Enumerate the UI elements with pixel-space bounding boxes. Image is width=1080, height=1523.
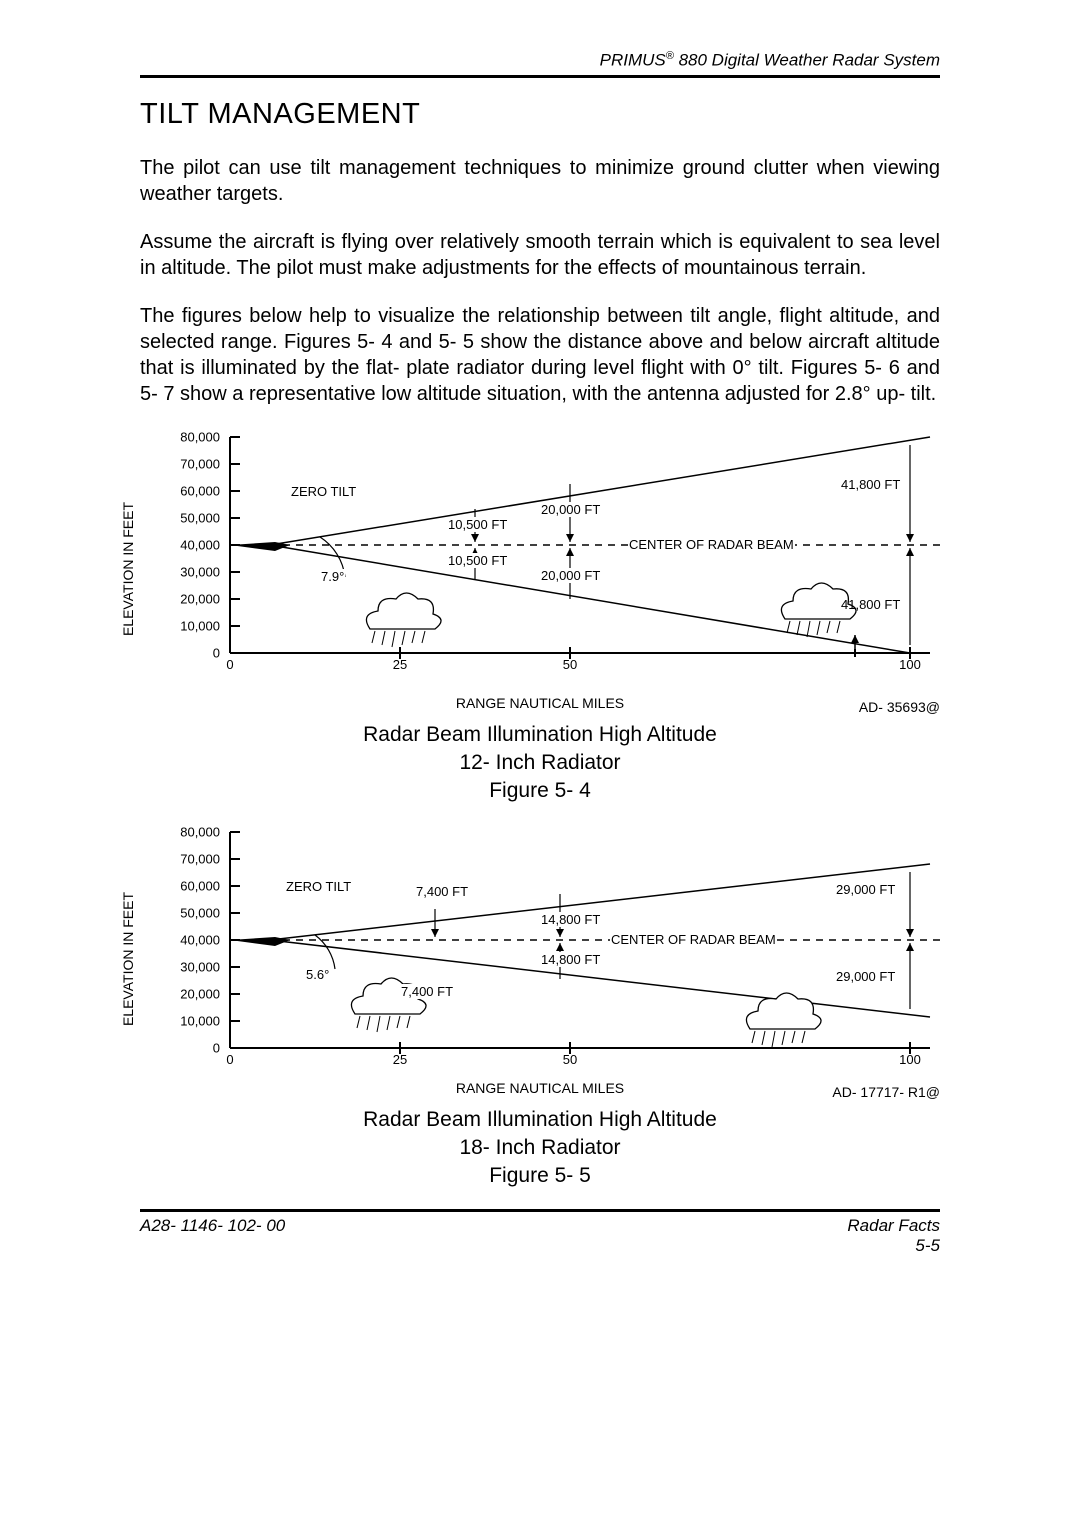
fig55-angle: 5.6°: [305, 967, 330, 982]
footer-page: 5-5: [847, 1236, 940, 1256]
figure-5-4: ELEVATION IN FEET 80,000 70,000 60,000 5…: [140, 429, 940, 709]
section-title: TILT MANAGEMENT: [140, 98, 940, 131]
fig54-ft-far-b: 41,800 FT: [840, 597, 901, 612]
figure-5-5: ELEVATION IN FEET 80,000 70,000 60,000 5…: [140, 824, 940, 1094]
fig54-caption-l1: Radar Beam Illumination High Altitude: [363, 723, 717, 746]
fig54-zero-tilt: ZERO TILT: [290, 484, 357, 499]
fig55-ft-up-b: 14,800 FT: [540, 912, 601, 927]
fig55-caption-l2: 18- Inch Radiator: [459, 1136, 620, 1159]
fig54-ad-label: AD- 35693@: [859, 699, 940, 715]
fig55-ad-label: AD- 17717- R1@: [832, 1084, 940, 1100]
running-header: PRIMUS® 880 Digital Weather Radar System: [140, 50, 940, 71]
fig55-caption-l3: Figure 5- 5: [489, 1164, 591, 1187]
footer: A28- 1146- 102- 00 Radar Facts 5-5: [140, 1216, 940, 1256]
fig54-ft-up-a: 10,500 FT: [447, 517, 508, 532]
header-rule: [140, 75, 940, 78]
para-3: The figures below help to visualize the …: [140, 303, 940, 407]
fig54-center: CENTER OF RADAR BEAM: [628, 537, 795, 552]
fig55-zero-tilt: ZERO TILT: [285, 879, 352, 894]
para-2: Assume the aircraft is flying over relat…: [140, 229, 940, 281]
footer-rule: [140, 1209, 940, 1212]
para-1: The pilot can use tilt management techni…: [140, 155, 940, 207]
fig54-ft-lo-a: 10,500 FT: [447, 553, 508, 568]
fig55-y-axis-label: ELEVATION IN FEET: [120, 892, 136, 1026]
fig54-caption-l2: 12- Inch Radiator: [459, 751, 620, 774]
fig54-svg: [140, 429, 940, 679]
fig55-ft-lo-a: 7,400 FT: [400, 984, 454, 999]
fig54-ft-lo-b: 20,000 FT: [540, 568, 601, 583]
fig55-ft-up-a: 7,400 FT: [415, 884, 469, 899]
fig54-caption-l3: Figure 5- 4: [489, 779, 591, 802]
fig55-ft-far-b: 29,000 FT: [835, 969, 896, 984]
fig55-svg: [140, 824, 940, 1074]
footer-doc-id: A28- 1146- 102- 00: [140, 1216, 285, 1256]
fig55-ft-far-t: 29,000 FT: [835, 882, 896, 897]
fig54-ft-up-b: 20,000 FT: [540, 502, 601, 517]
fig54-angle: 7.9°: [320, 569, 345, 584]
fig54-ft-far-t: 41,800 FT: [840, 477, 901, 492]
fig55-center: CENTER OF RADAR BEAM: [610, 932, 777, 947]
fig54-y-axis-label: ELEVATION IN FEET: [120, 502, 136, 636]
fig54-caption: Radar Beam Illumination High Altitude 12…: [140, 721, 940, 806]
fig54-x-axis-label: RANGE NAUTICAL MILES: [456, 695, 624, 711]
fig55-caption-l1: Radar Beam Illumination High Altitude: [363, 1108, 717, 1131]
fig55-caption: Radar Beam Illumination High Altitude 18…: [140, 1106, 940, 1191]
footer-section: Radar Facts: [847, 1216, 940, 1236]
fig55-x-axis-label: RANGE NAUTICAL MILES: [456, 1080, 624, 1096]
fig55-ft-lo-b: 14,800 FT: [540, 952, 601, 967]
